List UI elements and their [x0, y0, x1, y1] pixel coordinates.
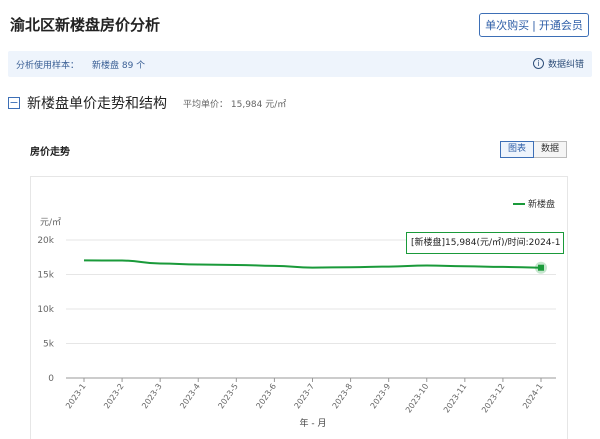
y-axis-label: 元/㎡ — [40, 217, 61, 228]
x-tick-label: 2023-1 — [64, 382, 88, 410]
data-point-highlight — [538, 264, 544, 271]
data-error-link[interactable]: i 数据纠错 — [532, 57, 584, 70]
section-title: 新楼盘单价走势和结构 — [27, 96, 167, 112]
buy-single-button[interactable]: 单次购买 — [485, 19, 530, 32]
x-axis-label: 年 - 月 — [300, 417, 327, 429]
sample-info-bar: 分析使用样本： 新楼盘 89 个 i 数据纠错 — [8, 51, 592, 77]
x-tick-label: 2023-9 — [369, 382, 393, 410]
x-tick-label: 2023-3 — [140, 382, 164, 410]
x-tick-label: 2023-2 — [102, 382, 126, 410]
section-header: − 新楼盘单价走势和结构 平均单价： 15,984 元/㎡ — [8, 93, 286, 113]
x-tick-label: 2023-6 — [254, 382, 278, 410]
sample-value: 新楼盘 89 个 — [92, 61, 146, 71]
y-tick-label: 5k — [43, 340, 55, 350]
tab-chart[interactable]: 图表 — [500, 141, 535, 158]
x-tick-label: 2023-8 — [331, 382, 355, 410]
x-tick-label: 2023-7 — [293, 382, 317, 410]
x-tick-label: 2023-5 — [216, 382, 240, 410]
series-line-new-homes — [83, 259, 542, 269]
x-tick-label: 2023-10 — [404, 382, 431, 415]
chart-tooltip: [新楼盘]15,984(元/㎡)/时间:2024-1 — [406, 232, 564, 254]
average-price-label: 平均单价： — [183, 99, 229, 110]
chart-frame — [30, 176, 568, 439]
x-tick-label: 2023-12 — [480, 382, 507, 415]
button-separator: | — [532, 18, 536, 32]
data-error-label: 数据纠错 — [547, 60, 584, 70]
x-tick-label: 2023-11 — [442, 382, 469, 415]
x-tick-label: 2023-4 — [178, 382, 202, 410]
chart-title: 房价走势 — [30, 147, 70, 158]
average-price-value: 15,984 元/㎡ — [230, 99, 287, 110]
sample-label: 分析使用样本： — [16, 61, 80, 71]
info-icon: i — [532, 58, 544, 69]
header: 渝北区新楼盘房价分析 单次购买 | 开通会员 — [0, 0, 600, 48]
x-tick-label: 2024-1 — [521, 382, 545, 410]
y-tick-label: 20k — [37, 236, 54, 246]
y-tick-label: 10k — [37, 305, 54, 315]
view-toggle: 图表 数据 — [500, 141, 568, 158]
page-title: 渝北区新楼盘房价分析 — [10, 16, 161, 34]
average-price: 平均单价： 15,984 元/㎡ — [183, 97, 286, 110]
collapse-icon[interactable]: − — [8, 96, 20, 109]
legend-label: 新楼盘 — [528, 198, 555, 210]
tab-data[interactable]: 数据 — [534, 141, 568, 158]
purchase-button-group: 单次购买 | 开通会员 — [479, 13, 589, 37]
open-member-button[interactable]: 开通会员 — [538, 19, 583, 32]
y-tick-label: 0 — [48, 374, 54, 384]
y-tick-label: 15k — [37, 271, 54, 281]
